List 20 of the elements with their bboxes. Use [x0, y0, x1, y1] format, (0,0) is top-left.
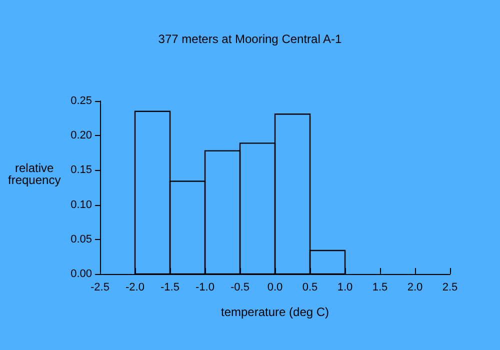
x-tick-label: 2.0	[407, 282, 423, 294]
x-tick-label: 1.5	[372, 282, 388, 294]
x-tick-label: 0.0	[267, 282, 283, 294]
y-axis-title: relative frequency	[8, 161, 61, 187]
y-tick-label: 0.05	[70, 233, 92, 246]
y-tick-label: 0.25	[70, 95, 92, 107]
x-tick-label: -1.0	[196, 282, 214, 294]
y-tick-label: 0.20	[70, 130, 92, 142]
x-tick-label: -2.5	[90, 282, 110, 294]
x-tick-label: -0.5	[230, 282, 250, 294]
x-tick-label: 1.0	[337, 282, 353, 294]
x-tick-label: -1.5	[160, 282, 180, 294]
y-tick-label: 0.00	[70, 268, 92, 280]
x-tick-label: 2.5	[442, 282, 458, 294]
chart-title: 377 meters at Mooring Central A-1	[158, 32, 342, 46]
x-tick-label: -2.0	[126, 282, 144, 294]
y-tick-label: 0.15	[70, 164, 92, 176]
x-axis-title: temperature (deg C)	[220, 305, 330, 319]
y-tick-label: 0.10	[70, 198, 92, 211]
x-tick-label: 0.5	[302, 282, 318, 294]
